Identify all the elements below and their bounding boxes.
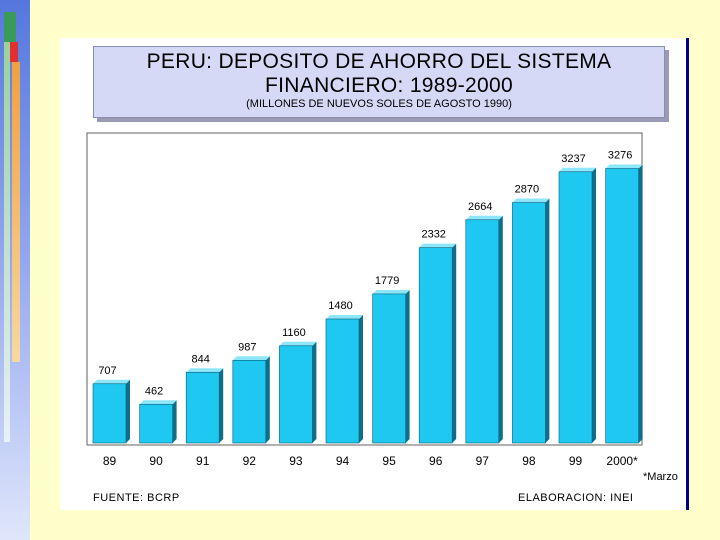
x-tick-label: 2000* [606,454,638,468]
bar-top [139,400,177,405]
source-note: FUENTE: BCRP [93,492,180,504]
data-label: 987 [238,341,256,353]
bar-side [452,243,457,443]
bar [558,171,593,444]
data-label: 2332 [421,229,445,241]
bar-top [605,164,643,169]
plot-frame [86,132,643,446]
bar-side [126,379,130,443]
x-tick-label: 91 [196,454,210,468]
x-tick-label: 96 [429,454,443,468]
x-tick-label: 93 [289,454,303,468]
decorative-strip-red [10,42,18,62]
bar-side [219,368,224,443]
data-label: 2870 [515,184,539,196]
chart-title-line1: PERU: DEPOSITO DE AHORRO DEL SISTEMA [146,50,612,73]
x-tick-label: 98 [522,454,536,468]
elaboration-note: ELABORACION: INEI [518,492,634,504]
data-label: 1779 [375,275,399,287]
data-label: 2664 [468,201,492,213]
bar-side [172,400,177,443]
bar-top [93,379,130,384]
data-label: 462 [145,385,163,397]
decorative-strip-light [4,42,10,442]
bar-side [498,215,503,443]
slide-card-edge [686,38,689,510]
bar-top [419,243,457,248]
x-tick-label: 90 [149,454,163,468]
x-tick-label: 89 [103,454,117,468]
bar [605,168,639,444]
bar-side [265,356,270,443]
bar [92,383,127,444]
x-tick-label: 97 [476,454,490,468]
bar [418,247,453,444]
bar-top [465,215,503,220]
bar-top [279,341,317,346]
bar-chart: 707 462 844 987 1160 1480 1779 2332 2664 2870 3237… [86,132,643,468]
bar [325,318,360,444]
chart-subtitle: (MILLONES DE NUEVOS SOLES DE AGOSTO 1990… [246,98,512,110]
bar [512,202,546,444]
footnote: *Marzo [643,471,678,483]
bar [185,371,220,444]
bar [372,293,406,444]
bar-side [545,198,550,443]
data-label: 3276 [608,150,632,162]
bar-side [405,289,410,443]
bar-top [372,289,410,294]
chart-title-box: PERU: DEPOSITO DE AHORRO DEL SISTEMA FIN… [93,46,665,118]
data-label: 707 [98,365,116,377]
x-tick-label: 99 [569,454,583,468]
data-label: 3237 [561,153,585,165]
bar-top [232,356,270,361]
bar-top [186,368,224,373]
bar-side [592,167,596,443]
data-label: 844 [192,353,210,365]
bar-top [559,167,596,172]
bar-top [512,198,550,203]
x-tick-label: 92 [243,454,257,468]
bar [232,360,267,444]
bar-side [638,164,643,443]
bar [279,345,313,444]
bar-top [326,315,363,319]
decorative-strip-green [4,12,16,42]
data-label: 1160 [282,327,306,339]
x-tick-label: 94 [336,454,350,468]
data-label: 1480 [328,300,352,312]
chart-title-line2: FINANCIERO: 1989-2000 [265,74,513,97]
bar [139,403,173,444]
bar-side [312,341,317,443]
bar-side [359,315,363,443]
x-tick-label: 95 [382,454,396,468]
bar [465,219,500,444]
decorative-strip-orange [12,62,20,362]
